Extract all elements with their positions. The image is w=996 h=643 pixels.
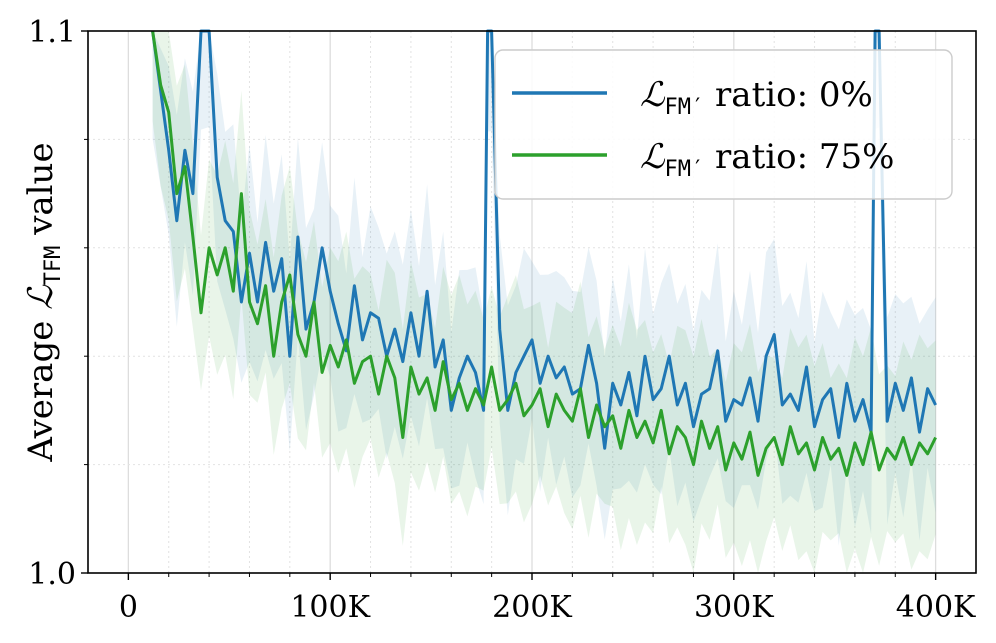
y-axis-title-suffix: value (21, 142, 61, 245)
y-axis-title-symbol: ℒ (21, 284, 61, 310)
legend-label-series-1: ℒFM′ ratio: 75% (640, 137, 894, 182)
legend: ℒFM′ ratio: 0% ℒFM′ ratio: 75% (494, 49, 953, 200)
legend-text-series-1: ratio: 75% (704, 137, 894, 177)
y-axis-title-subscript: TFM (41, 246, 66, 286)
line-series-0 (151, 29, 937, 450)
series-lines (151, 29, 937, 477)
x-tick-label: 100K (290, 590, 370, 625)
x-axis-ticks: 0 100K 200K 300K 400K (119, 573, 976, 625)
legend-label-series-0: ℒFM′ ratio: 0% (640, 75, 873, 120)
x-tick-label: 200K (492, 590, 572, 625)
legend-symbol-series-0: ℒ (640, 75, 666, 115)
y-axis-title: Average ℒTFM value (21, 142, 66, 462)
legend-subscript-series-0: FM′ (665, 95, 705, 120)
y-tick-label: 1.1 (28, 15, 76, 50)
legend-box (494, 49, 953, 200)
line-series-1 (151, 30, 937, 477)
legend-symbol-series-1: ℒ (640, 137, 666, 177)
band-series-1 (152, 31, 936, 573)
confidence-bands (152, 31, 936, 573)
band-series-0 (152, 31, 936, 546)
y-axis-ticks: 1.0 1.1 (28, 15, 88, 592)
legend-text-series-0: ratio: 0% (704, 75, 873, 115)
y-tick-label: 1.0 (28, 557, 76, 592)
x-tick-label: 0 (119, 590, 138, 625)
y-axis-title-prefix: Average (21, 310, 61, 463)
legend-subscript-series-1: FM′ (665, 157, 705, 182)
x-tick-label: 400K (896, 590, 976, 625)
x-tick-label: 300K (694, 590, 774, 625)
